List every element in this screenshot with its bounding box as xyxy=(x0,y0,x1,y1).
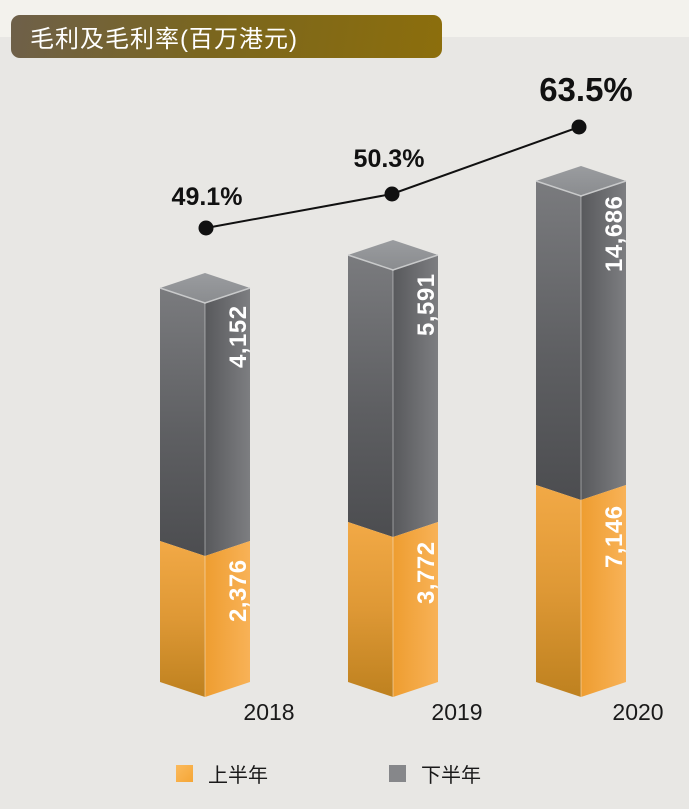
bar-2019-h1-left-face xyxy=(348,522,393,697)
legend-label-first-half: 上半年 xyxy=(208,764,268,787)
margin-label-2019: 50.3% xyxy=(354,145,425,173)
bar-2018-h1-left-face xyxy=(160,541,205,697)
category-label-2018: 2018 xyxy=(243,699,294,725)
bar-2020-top-edge-highlight xyxy=(535,180,627,197)
margin-label-2020: 63.5% xyxy=(539,71,633,108)
bar-2018-h1-value-label: 2,376 xyxy=(225,559,252,622)
chart-legend: 上半年 下半年 xyxy=(0,762,689,787)
bar-2020-h2-right-face xyxy=(581,181,626,500)
margin-point-2019 xyxy=(384,186,400,202)
bar-2020-h2-value-label: 14,686 xyxy=(601,196,628,272)
bar-2019-h2-right-face xyxy=(393,255,438,537)
category-label-2020: 2020 xyxy=(612,699,663,725)
bar-2019-h2-left-face xyxy=(348,255,393,537)
bar-2018: 4,152 2,376 2018 xyxy=(159,273,295,725)
bar-2018-top-edge-highlight xyxy=(159,287,251,304)
chart-title: 毛利及毛利率(百万港元) xyxy=(30,26,298,53)
category-label-2019: 2019 xyxy=(431,699,482,725)
bar-2020: 14,686 7,146 2020 xyxy=(535,166,664,725)
margin-label-2018: 49.1% xyxy=(172,183,243,211)
bar-2020-h1-right-face xyxy=(581,485,626,697)
bar-2020-h1-left-face xyxy=(536,485,581,697)
bar-2019-h2-value-label: 5,591 xyxy=(413,273,440,336)
bar-2019-h1-value-label: 3,772 xyxy=(413,541,440,604)
legend-swatch-second-half xyxy=(389,764,406,782)
legend-swatch-first-half xyxy=(176,764,193,782)
chart-title-banner: 毛利及毛利率(百万港元) xyxy=(11,15,442,58)
bar-2018-h2-right-face xyxy=(205,288,250,556)
legend-item-first-half: 上半年 xyxy=(176,762,268,787)
bar-2019: 5,591 3,772 2019 xyxy=(347,240,483,725)
bar-2020-h1-value-label: 7,146 xyxy=(601,505,628,568)
bar-2019-top-edge-highlight xyxy=(347,254,439,271)
bar-2019-h1-right-face xyxy=(393,522,438,697)
legend-label-second-half: 下半年 xyxy=(421,764,481,787)
margin-point-2020 xyxy=(571,119,587,135)
margin-point-2018 xyxy=(198,220,214,236)
bar-2018-h1-right-face xyxy=(205,541,250,697)
margin-line xyxy=(205,126,580,229)
margin-line-series: 49.1% 50.3% 63.5% xyxy=(172,71,633,236)
bar-2020-h2-left-face xyxy=(536,181,581,500)
bar-2018-h2-value-label: 4,152 xyxy=(225,305,252,368)
bar-2018-h2-left-face xyxy=(160,288,205,556)
legend-item-second-half: 下半年 xyxy=(389,762,481,787)
